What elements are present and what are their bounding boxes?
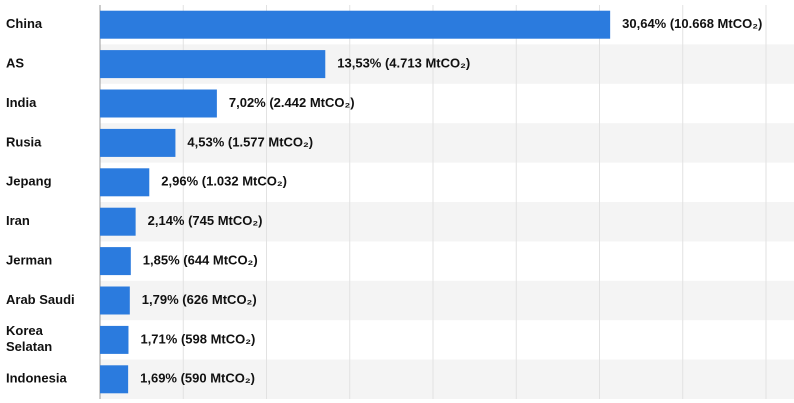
value-label: 1,71% (598 MtCO₂) (140, 331, 255, 346)
value-label: 2,14% (745 MtCO₂) (148, 213, 263, 228)
y-tick-label: Arab Saudi (6, 292, 75, 307)
bar (100, 286, 130, 315)
y-tick-label: Korea Selatan (6, 323, 52, 354)
row-band (100, 123, 794, 163)
label-line: Korea (6, 323, 44, 338)
bar (100, 50, 326, 79)
y-tick-label: AS (6, 56, 24, 71)
bar (100, 10, 611, 39)
bar (100, 128, 176, 157)
value-label: 7,02% (2.442 MtCO₂) (229, 95, 355, 110)
y-tick-label: Iran (6, 213, 30, 228)
y-tick-label: Rusia (6, 134, 42, 149)
bar (100, 247, 131, 276)
y-tick-label: India (6, 95, 37, 110)
bar (100, 365, 129, 394)
y-tick-label: China (6, 16, 43, 31)
value-label: 1,79% (626 MtCO₂) (142, 292, 257, 307)
row-band (100, 202, 794, 242)
value-label: 4,53% (1.577 MtCO₂) (187, 134, 313, 149)
value-label: 2,96% (1.032 MtCO₂) (161, 174, 287, 189)
bar (100, 89, 217, 118)
value-label: 1,85% (644 MtCO₂) (143, 253, 258, 268)
value-label: 30,64% (10.668 MtCO₂) (622, 16, 762, 31)
y-tick-label: Jerman (6, 253, 52, 268)
row-band (100, 280, 794, 321)
bar (100, 207, 136, 236)
bar (100, 168, 150, 197)
row-band (100, 359, 794, 399)
value-label: 13,53% (4.713 MtCO₂) (337, 56, 470, 71)
y-tick-label: Indonesia (6, 371, 67, 386)
bar (100, 325, 129, 354)
y-tick-label: Jepang (6, 174, 52, 189)
label-line: Selatan (6, 339, 52, 354)
value-label: 1,69% (590 MtCO₂) (140, 371, 255, 386)
